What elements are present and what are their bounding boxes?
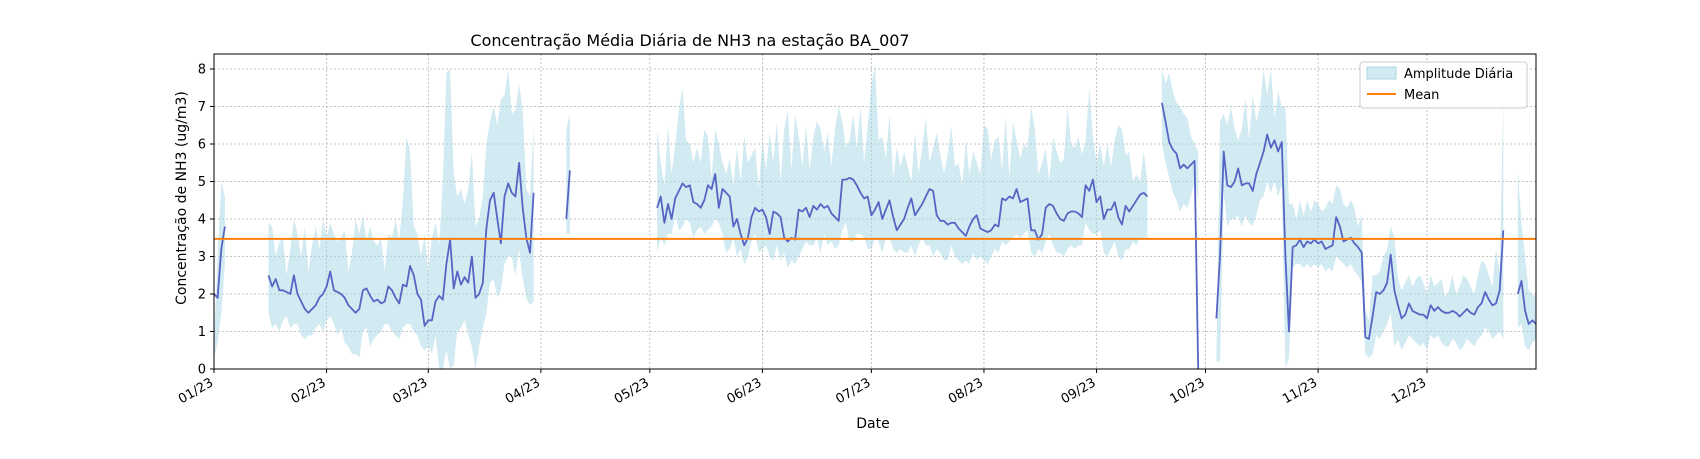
mean-concentration-line [213, 102, 1537, 370]
y-axis-label: Concentração de NH3 (ug/m3) [174, 91, 190, 305]
daily-mean-line-segment [267, 161, 535, 327]
y-axis-ticks: 0 1 2 3 4 5 6 7 8 [198, 63, 214, 378]
y-tick-label: 3 [198, 250, 206, 265]
y-tick-label: 6 [198, 138, 206, 153]
amplitude-band-segment [1216, 69, 1504, 369]
y-tick-label: 4 [198, 213, 206, 228]
legend-box [1359, 61, 1528, 109]
chart-title: Concentração Média Diária de NH3 na esta… [470, 31, 909, 51]
daily-mean-line-segment [213, 226, 226, 299]
legend-label-amplitude: Amplitude Diária [1404, 67, 1513, 82]
daily-mean-line-segment [1516, 280, 1537, 325]
x-axis-label: Date [856, 416, 889, 432]
y-tick-label: 8 [198, 63, 206, 78]
amplitude-band-segment [268, 69, 534, 369]
y-tick-label: 2 [198, 288, 206, 303]
daily-mean-line-segment [565, 170, 571, 220]
legend-swatch-amplitude [1366, 66, 1397, 80]
amplitude-band-segment [1517, 170, 1536, 351]
daily-mean-line-segment [656, 173, 1149, 247]
legend-label-mean: Mean [1404, 88, 1439, 103]
y-tick-label: 0 [198, 363, 206, 378]
daily-mean-line-segment [1161, 102, 1200, 370]
legend: Amplitude Diária Mean [1359, 61, 1528, 109]
daily-mean-line-segment [1215, 133, 1505, 340]
y-tick-label: 7 [198, 100, 206, 115]
y-tick-label: 1 [198, 325, 206, 340]
plot-frame [213, 53, 1537, 370]
amplitude-band-segment [1161, 69, 1199, 212]
y-tick-label: 5 [198, 175, 206, 190]
